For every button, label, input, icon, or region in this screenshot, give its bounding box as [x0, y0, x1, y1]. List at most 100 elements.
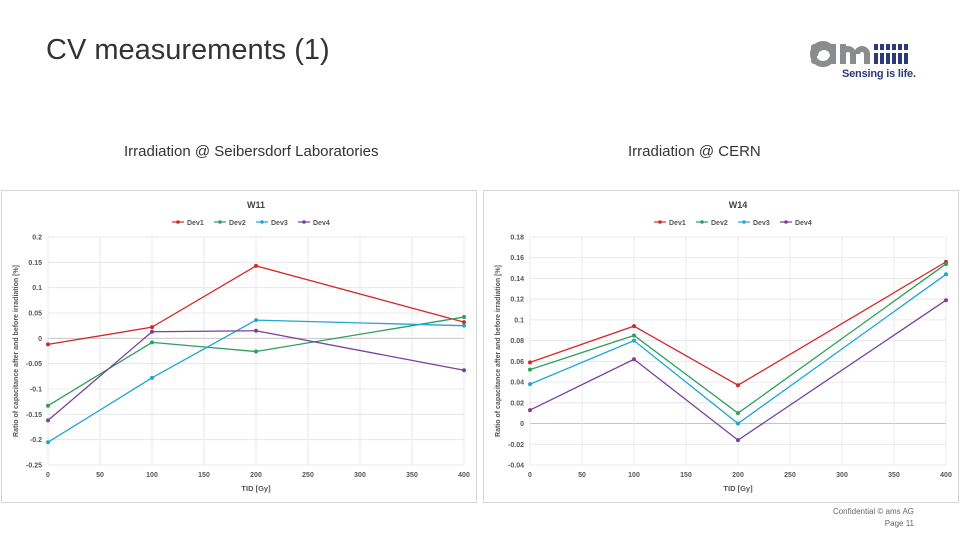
data-point-dev1 [632, 324, 636, 329]
y-tick-label: -0.25 [26, 463, 42, 470]
series-line-dev1 [47, 265, 465, 346]
data-point-dev3 [462, 323, 466, 328]
x-tick-label: 100 [146, 472, 158, 479]
y-tick-label: 0.08 [510, 338, 524, 345]
y-tick-label: 0.06 [510, 359, 524, 366]
x-tick-label: 400 [940, 472, 952, 479]
chart-title: W14 [729, 200, 748, 210]
data-point-dev2 [462, 315, 466, 320]
x-tick-label: 250 [784, 472, 796, 479]
y-tick-label: 0.16 [510, 255, 524, 262]
y-tick-label: 0 [520, 421, 524, 428]
logo-tagline: Sensing is life. [842, 68, 916, 80]
series-line-dev3 [47, 319, 465, 443]
x-tick-label: 300 [354, 472, 366, 479]
x-tick-label: 200 [732, 472, 744, 479]
x-tick-label: 150 [680, 472, 692, 479]
legend-label-dev3: Dev3 [753, 220, 770, 227]
x-tick-label: 0 [46, 472, 50, 479]
y-axis-label: Ratio of capacitance after and before ir… [495, 265, 502, 437]
right-chart-subtitle: Irradiation @ CERN [628, 143, 761, 160]
x-tick-label: 150 [198, 472, 210, 479]
chart-w11-svg: W11 Dev1 Dev2 Dev3 Dev4 -0.25 -0.2 -0.15 -0.1 -0.… [13, 200, 470, 493]
data-point-dev4 [254, 328, 258, 333]
data-point-dev1 [528, 360, 532, 365]
y-tick-label: 0.2 [32, 235, 42, 242]
x-tick-label: 0 [528, 472, 532, 479]
data-point-dev4 [462, 368, 466, 373]
ams-logo-icon [810, 41, 908, 67]
data-point-dev4 [944, 298, 948, 303]
data-point-dev2 [736, 411, 740, 416]
footer: Confidential © ams AG Page 11 [833, 506, 914, 530]
data-point-dev3 [150, 375, 154, 380]
x-tick-label: 350 [888, 472, 900, 479]
data-point-dev2 [528, 367, 532, 372]
legend-label-dev1: Dev1 [187, 220, 204, 227]
legend-marker-dev3 [260, 220, 264, 224]
y-tick-label: -0.15 [26, 412, 42, 419]
data-point-dev3 [46, 440, 50, 445]
legend-marker-dev4 [302, 220, 306, 224]
legend-marker-dev2 [700, 220, 704, 224]
data-point-dev3 [944, 272, 948, 277]
y-tick-label: 0.1 [32, 285, 42, 292]
data-point-dev2 [254, 349, 258, 354]
legend-label-dev3: Dev3 [271, 220, 288, 227]
y-tick-label: 0.02 [510, 400, 524, 407]
footer-confidential: Confidential © ams AG [832, 507, 914, 516]
legend-label-dev2: Dev2 [711, 220, 728, 227]
footer-page-number: Page 11 [884, 519, 914, 528]
y-tick-label: -0.02 [508, 442, 524, 449]
data-point-dev2 [632, 333, 636, 338]
data-point-dev4 [46, 418, 50, 423]
y-tick-label: 0.1 [514, 317, 524, 324]
data-point-dev2 [150, 340, 154, 345]
chart-w14: W14 Dev1 Dev2 Dev3 Dev4 -0.04 -0.02 0 0.02 0.04 0.… [483, 190, 959, 503]
legend-label-dev1: Dev1 [669, 220, 686, 227]
data-point-dev1 [462, 320, 466, 325]
y-tick-label: 0.18 [510, 235, 524, 242]
data-point-dev3 [736, 421, 740, 426]
x-tick-label: 100 [628, 472, 640, 479]
series-line-dev2 [529, 263, 947, 414]
x-tick-label: 300 [836, 472, 848, 479]
y-tick-label: 0 [38, 336, 42, 343]
series-line-dev1 [529, 261, 947, 386]
y-tick-label: 0.12 [510, 297, 524, 304]
y-tick-label: 0.04 [510, 380, 524, 387]
series-line-dev3 [529, 273, 947, 425]
data-point-dev4 [528, 408, 532, 413]
series-line-dev2 [47, 316, 465, 407]
x-axis-label: TID [Gy] [241, 484, 271, 493]
data-point-dev1 [46, 342, 50, 347]
data-point-dev3 [528, 382, 532, 387]
y-tick-label: 0.05 [28, 311, 42, 318]
series-line-dev4 [47, 330, 465, 421]
data-point-dev1 [736, 383, 740, 388]
x-tick-label: 250 [302, 472, 314, 479]
y-tick-label: 0.15 [28, 260, 42, 267]
data-point-dev4 [150, 329, 154, 334]
legend-label-dev2: Dev2 [229, 220, 246, 227]
series-line-dev4 [529, 299, 947, 441]
y-tick-label: 0.14 [510, 276, 524, 283]
data-point-dev3 [632, 338, 636, 343]
legend-marker-dev3 [742, 220, 746, 224]
y-tick-label: -0.05 [26, 361, 42, 368]
left-chart-subtitle: Irradiation @ Seibersdorf Laboratories [124, 143, 379, 160]
chart-title: W11 [247, 200, 265, 210]
slide-title: CV measurements (1) [46, 34, 330, 66]
legend-label-dev4: Dev4 [795, 220, 812, 227]
data-point-dev4 [736, 438, 740, 443]
legend-marker-dev2 [218, 220, 222, 224]
data-point-dev2 [944, 261, 948, 266]
x-axis-label: TID [Gy] [723, 484, 753, 493]
y-tick-label: -0.1 [30, 387, 42, 394]
y-axis-label: Ratio of capacitance after and before ir… [13, 265, 20, 437]
data-point-dev1 [254, 263, 258, 268]
chart-w11: W11 Dev1 Dev2 Dev3 Dev4 -0.25 -0.2 -0.15 -0.1 -0.… [1, 190, 477, 503]
data-point-dev2 [46, 403, 50, 408]
data-point-dev1 [150, 325, 154, 330]
x-tick-label: 350 [406, 472, 418, 479]
